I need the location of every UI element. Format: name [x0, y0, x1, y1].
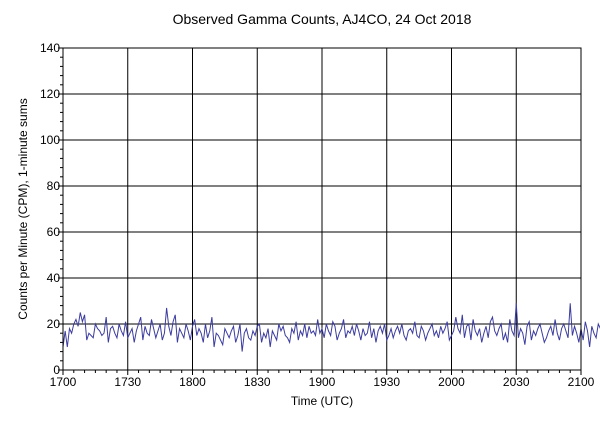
y-axis-label: Counts per Minute (CPM), 1-minute sums	[16, 98, 30, 319]
y-tick-label: 120	[40, 87, 60, 101]
x-tick-label: 1900	[309, 375, 336, 389]
x-tick-label: 1830	[244, 375, 271, 389]
y-tick-label: 100	[40, 133, 60, 147]
chart-title: Observed Gamma Counts, AJ4CO, 24 Oct 201…	[173, 11, 472, 27]
series-line	[62, 303, 600, 352]
series-layer	[62, 303, 600, 352]
y-axis-ticks: 0 20 40 60 80 100 120 140	[40, 41, 63, 377]
y-tick-label: 0	[53, 363, 60, 377]
x-tick-label: 2100	[568, 375, 595, 389]
y-tick-label: 140	[40, 41, 60, 55]
grid-lines	[62, 47, 582, 371]
x-tick-label: 2000	[438, 375, 465, 389]
y-tick-label: 60	[47, 225, 61, 239]
x-tick-label: 1730	[114, 375, 141, 389]
x-tick-label: 2030	[503, 375, 530, 389]
y-tick-label: 80	[47, 179, 61, 193]
y-tick-label: 40	[47, 271, 61, 285]
x-axis-ticks: 1700 1730 1800 1830 1900 1930 2000 2030 2100	[50, 370, 595, 389]
x-tick-label: 1930	[373, 375, 400, 389]
x-axis-label: Time (UTC)	[291, 394, 353, 408]
x-tick-label: 1800	[179, 375, 206, 389]
y-tick-label: 20	[47, 317, 61, 331]
x-tick-label: 1700	[50, 375, 77, 389]
plot-area-frame	[62, 47, 582, 371]
